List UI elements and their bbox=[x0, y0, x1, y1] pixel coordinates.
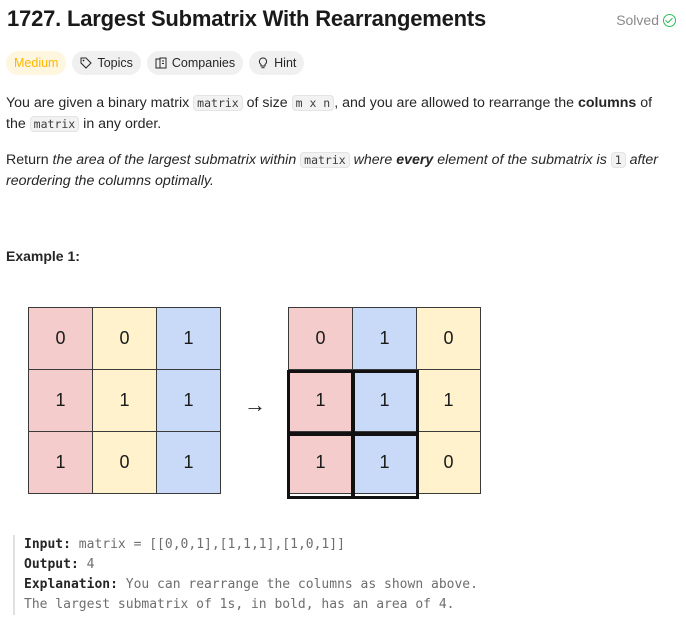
matrix-cell: 1 bbox=[288, 431, 353, 494]
matrix-cell: 1 bbox=[28, 431, 93, 494]
check-circle-icon bbox=[663, 13, 676, 27]
tag-row: Medium Topics Companies Hint bbox=[6, 51, 305, 75]
companies-button[interactable]: Companies bbox=[146, 51, 244, 75]
matrix-cell: 1 bbox=[28, 369, 93, 432]
highlight-box bbox=[287, 433, 354, 499]
matrix-cell: 0 bbox=[416, 431, 481, 494]
difficulty-badge: Medium bbox=[6, 51, 67, 75]
inline-code: m x n bbox=[291, 95, 335, 111]
companies-label: Companies bbox=[171, 56, 236, 70]
topics-button[interactable]: Topics bbox=[72, 51, 141, 75]
hint-label: Hint bbox=[274, 56, 297, 70]
hint-button[interactable]: Hint bbox=[249, 51, 305, 75]
example-title: Example 1: bbox=[6, 248, 80, 264]
matrix-after: 0 1 0 1 1 1 1 1 0 bbox=[288, 307, 481, 494]
highlight-box bbox=[287, 370, 354, 435]
description-paragraph-1: You are given a binary matrix matrix of … bbox=[6, 95, 653, 132]
highlight-box bbox=[352, 433, 419, 499]
matrix-cell: 0 bbox=[416, 307, 481, 370]
matrix-cell: 0 bbox=[92, 431, 157, 494]
example-block: Input: matrix = [[0,0,1],[1,1,1],[1,0,1]… bbox=[13, 535, 478, 615]
matrix-cell: 0 bbox=[28, 307, 93, 370]
matrix-cell: 0 bbox=[92, 307, 157, 370]
topics-label: Topics bbox=[97, 56, 133, 70]
right-arrow-icon: → bbox=[244, 392, 266, 417]
difficulty-label: Medium bbox=[14, 56, 59, 70]
matrix-cell: 1 bbox=[156, 431, 221, 494]
lightbulb-icon bbox=[259, 57, 268, 69]
building-icon bbox=[155, 57, 167, 69]
problem-title: 1727. Largest Submatrix With Rearrangeme… bbox=[7, 6, 487, 31]
matrix-cell: 1 bbox=[352, 307, 417, 370]
description-paragraph-2: Return the area of the largest submatrix… bbox=[6, 152, 659, 189]
solved-label: Solved bbox=[616, 12, 659, 28]
matrix-cell: 1 bbox=[416, 369, 481, 432]
matrix-cell: 1 bbox=[156, 307, 221, 370]
tag-icon bbox=[80, 57, 93, 69]
matrix-cell: 1 bbox=[92, 369, 157, 432]
highlight-box bbox=[352, 370, 419, 435]
matrix-cell: 1 bbox=[156, 369, 221, 432]
inline-code: matrix bbox=[300, 152, 350, 168]
inline-code: matrix bbox=[193, 95, 243, 111]
inline-code: 1 bbox=[610, 152, 626, 168]
solved-status: Solved bbox=[616, 12, 676, 28]
matrix-cell: 1 bbox=[352, 431, 417, 494]
matrix-before: 0 0 1 1 1 1 1 0 1 bbox=[28, 307, 221, 494]
inline-code: matrix bbox=[29, 116, 80, 132]
matrix-cell: 0 bbox=[288, 307, 353, 370]
